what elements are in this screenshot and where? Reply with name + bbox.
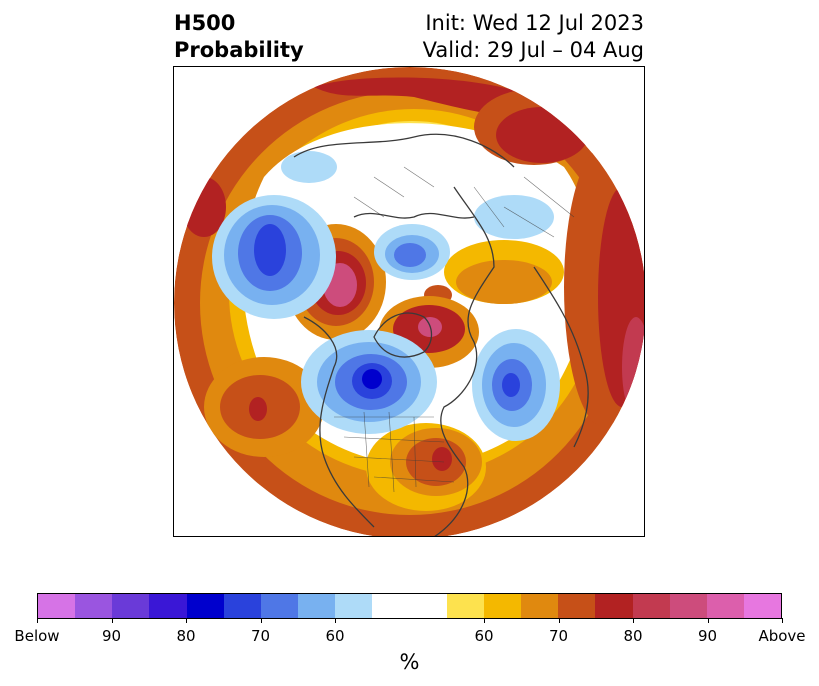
polar-map xyxy=(173,66,645,537)
colorbar-tick xyxy=(707,618,709,623)
colorbar-tick xyxy=(186,618,187,623)
colorbar-swatch xyxy=(743,594,782,618)
colorbar-swatch xyxy=(483,594,522,618)
colorbar-tick xyxy=(335,618,336,623)
colorbar-tick-label: Above xyxy=(758,627,806,645)
colorbar-swatch xyxy=(260,594,299,618)
colorbar-tick xyxy=(558,618,560,623)
colorbar-swatch xyxy=(335,594,373,618)
political-borders xyxy=(334,166,575,493)
colorbar-swatch xyxy=(409,594,447,618)
colorbar-tick xyxy=(633,618,634,623)
colorbar-swatch xyxy=(632,594,670,618)
colorbar-swatch xyxy=(669,594,707,618)
coastlines xyxy=(293,133,589,536)
colorbar-unit-label: % xyxy=(399,650,420,674)
colorbar-swatch xyxy=(298,594,336,618)
colorbar-tick xyxy=(782,618,783,623)
colorbar-swatch xyxy=(149,594,187,618)
colorbar-tick-label: 60 xyxy=(325,627,345,645)
colorbar-swatch xyxy=(595,594,633,618)
colorbar-tick-label: 90 xyxy=(697,627,718,645)
colorbar-tick xyxy=(484,618,485,623)
colorbar-swatch xyxy=(446,594,484,618)
colorbar-tick-label: 80 xyxy=(176,627,196,645)
colorbar-swatch xyxy=(38,594,76,618)
map-title: H500 Probability xyxy=(174,10,304,64)
colorbar-tick-label: 70 xyxy=(548,627,569,645)
colorbar-tick-label: Below xyxy=(14,627,60,645)
colorbar-swatch xyxy=(75,594,113,618)
colorbar-swatch xyxy=(372,594,410,618)
colorbar-tick xyxy=(37,618,38,623)
colorbar-tick xyxy=(111,618,113,623)
colorbar-ticks: Below 90 80 70 60 60 70 80 90 Above xyxy=(14,618,806,648)
colorbar-tick-label: 70 xyxy=(250,627,271,645)
map-canvas xyxy=(174,67,644,536)
colorbar-tick-label: 60 xyxy=(474,627,494,645)
colorbar xyxy=(37,593,782,619)
forecast-dates: Init: Wed 12 Jul 2023 Valid: 29 Jul – 04… xyxy=(423,10,644,64)
colorbar-tick-label: 90 xyxy=(101,627,122,645)
title-line-2: Probability xyxy=(174,38,304,62)
init-date: Init: Wed 12 Jul 2023 xyxy=(425,11,644,35)
colorbar-swatch xyxy=(521,594,559,618)
colorbar-tick-label: 80 xyxy=(623,627,643,645)
colorbar-swatch xyxy=(186,594,224,618)
colorbar-tick xyxy=(260,618,262,623)
valid-date: Valid: 29 Jul – 04 Aug xyxy=(422,38,644,62)
colorbar-swatch xyxy=(558,594,596,618)
colorbar-swatch xyxy=(112,594,150,618)
colorbar-swatch xyxy=(706,594,744,618)
probability-fill xyxy=(174,67,644,536)
colorbar-swatch xyxy=(223,594,261,618)
title-line-1: H500 xyxy=(174,11,236,35)
